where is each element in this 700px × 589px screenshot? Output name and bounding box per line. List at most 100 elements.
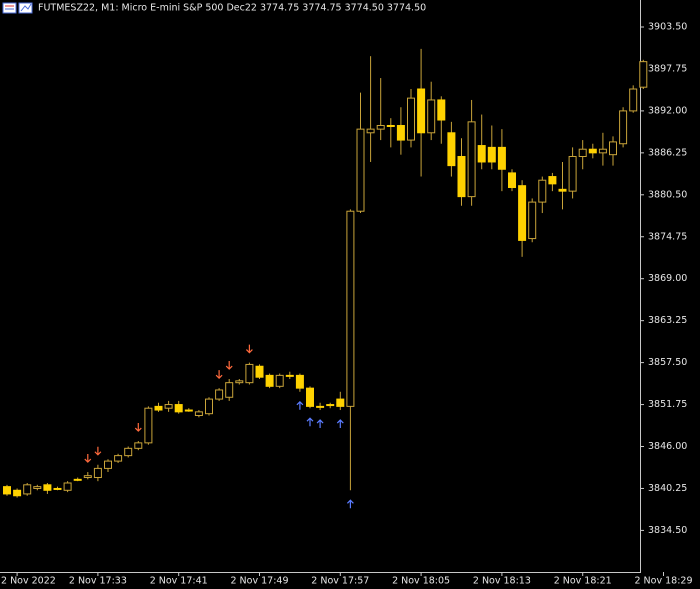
x-tick-label: 2 Nov 18:29 (634, 576, 692, 587)
candle-body (124, 447, 133, 457)
candle-body (245, 363, 254, 384)
candle-body (265, 374, 274, 387)
candle-body (33, 486, 42, 489)
candle-body (93, 467, 102, 479)
candle-body (184, 409, 193, 412)
x-tick-label: 2 Nov 18:13 (473, 576, 531, 587)
y-tick-label: 3880.50 (648, 189, 687, 200)
chart-title: FUTMESZ22, M1: Micro E-mini S&P 500 Dec2… (38, 3, 426, 14)
candle-body (437, 99, 446, 121)
candle-body (558, 188, 567, 192)
candle-body (194, 411, 203, 417)
candle-body (528, 201, 537, 240)
y-tick-label: 3869.00 (648, 273, 687, 284)
candle-body (13, 489, 22, 497)
candle-body (588, 148, 597, 154)
candle-body (114, 455, 123, 462)
candle-body (73, 478, 82, 481)
candle-body (548, 176, 557, 185)
candle-body (83, 475, 92, 479)
candle-body (598, 148, 607, 154)
buy-arrow (296, 400, 304, 410)
x-tick-label: 2 Nov 18:21 (554, 576, 612, 587)
candle-body (326, 404, 335, 407)
y-tick-label: 3851.75 (648, 399, 687, 410)
candle-body (376, 124, 385, 130)
candle-body (144, 407, 153, 444)
buy-arrow (306, 417, 314, 427)
x-tick-label: 2 Nov 17:49 (230, 576, 288, 587)
candle-body (295, 374, 304, 389)
candle-body (386, 124, 395, 127)
y-tick-label: 3834.50 (648, 525, 687, 536)
candle-body (316, 405, 325, 408)
buy-arrow (346, 499, 354, 509)
sell-arrow (134, 423, 142, 432)
candle-body (578, 148, 587, 157)
candle-body (366, 128, 375, 134)
candle-body (104, 460, 112, 469)
candle-body (396, 124, 405, 141)
x-tick-label: 2 Nov 17:57 (311, 576, 369, 587)
candle-body (407, 97, 415, 141)
candle-body (346, 210, 355, 407)
y-tick-label: 3840.25 (648, 483, 687, 494)
candle-body (134, 442, 143, 449)
y-tick-label: 3863.25 (648, 315, 687, 326)
sell-arrow (84, 454, 92, 463)
sell-arrow (215, 370, 223, 379)
y-tick-label: 3897.75 (648, 63, 687, 74)
candle-body (215, 389, 224, 400)
candle-body (63, 482, 72, 491)
y-tick-label: 3874.75 (648, 231, 687, 242)
candle-body (639, 61, 648, 88)
buy-arrow (336, 419, 344, 429)
candle-body (23, 484, 32, 495)
symbol-icon (2, 2, 33, 14)
candle-body (497, 146, 506, 170)
y-tick-label: 3857.50 (648, 357, 687, 368)
x-tick-label: 2 Nov 17:33 (69, 576, 127, 587)
candle-body (629, 88, 638, 112)
y-tick-label: 3892.00 (648, 105, 687, 116)
candle-body (285, 374, 294, 377)
sell-arrow (245, 344, 253, 354)
candle-body (518, 185, 527, 241)
candle-body (457, 155, 466, 198)
candle-body (619, 110, 628, 145)
candle-body (487, 146, 496, 163)
candle-body (467, 121, 476, 198)
candle-body (205, 398, 213, 415)
sell-arrow (225, 361, 233, 370)
candle-body (154, 405, 163, 411)
y-tick-label: 3903.50 (648, 21, 687, 32)
candle-body (255, 365, 264, 378)
x-tick-label: 2 Nov 2022 (1, 576, 56, 587)
candle-body (356, 128, 365, 212)
candle-body (225, 382, 234, 398)
buy-arrow (316, 419, 324, 429)
candle-body (568, 155, 577, 192)
candle-body (508, 172, 516, 189)
candle-body (174, 404, 183, 413)
candle-body (43, 484, 52, 491)
candle-body (235, 380, 244, 384)
candle-body (164, 404, 173, 409)
candle-body (417, 88, 426, 134)
sell-arrow (94, 446, 102, 456)
candle-body (3, 486, 11, 495)
candle-body (477, 145, 486, 163)
x-tick-label: 2 Nov 18:05 (392, 576, 450, 587)
x-tick-label: 2 Nov 17:41 (150, 576, 208, 587)
y-tick-label: 3886.25 (648, 147, 687, 158)
candle-body (53, 487, 62, 490)
candle-body (306, 387, 314, 407)
candle-body (538, 179, 547, 203)
candle-body (427, 99, 436, 134)
y-tick-label: 3846.00 (648, 441, 687, 452)
candle-body (275, 374, 284, 387)
candle-body (447, 132, 456, 167)
candle-body (336, 398, 345, 407)
